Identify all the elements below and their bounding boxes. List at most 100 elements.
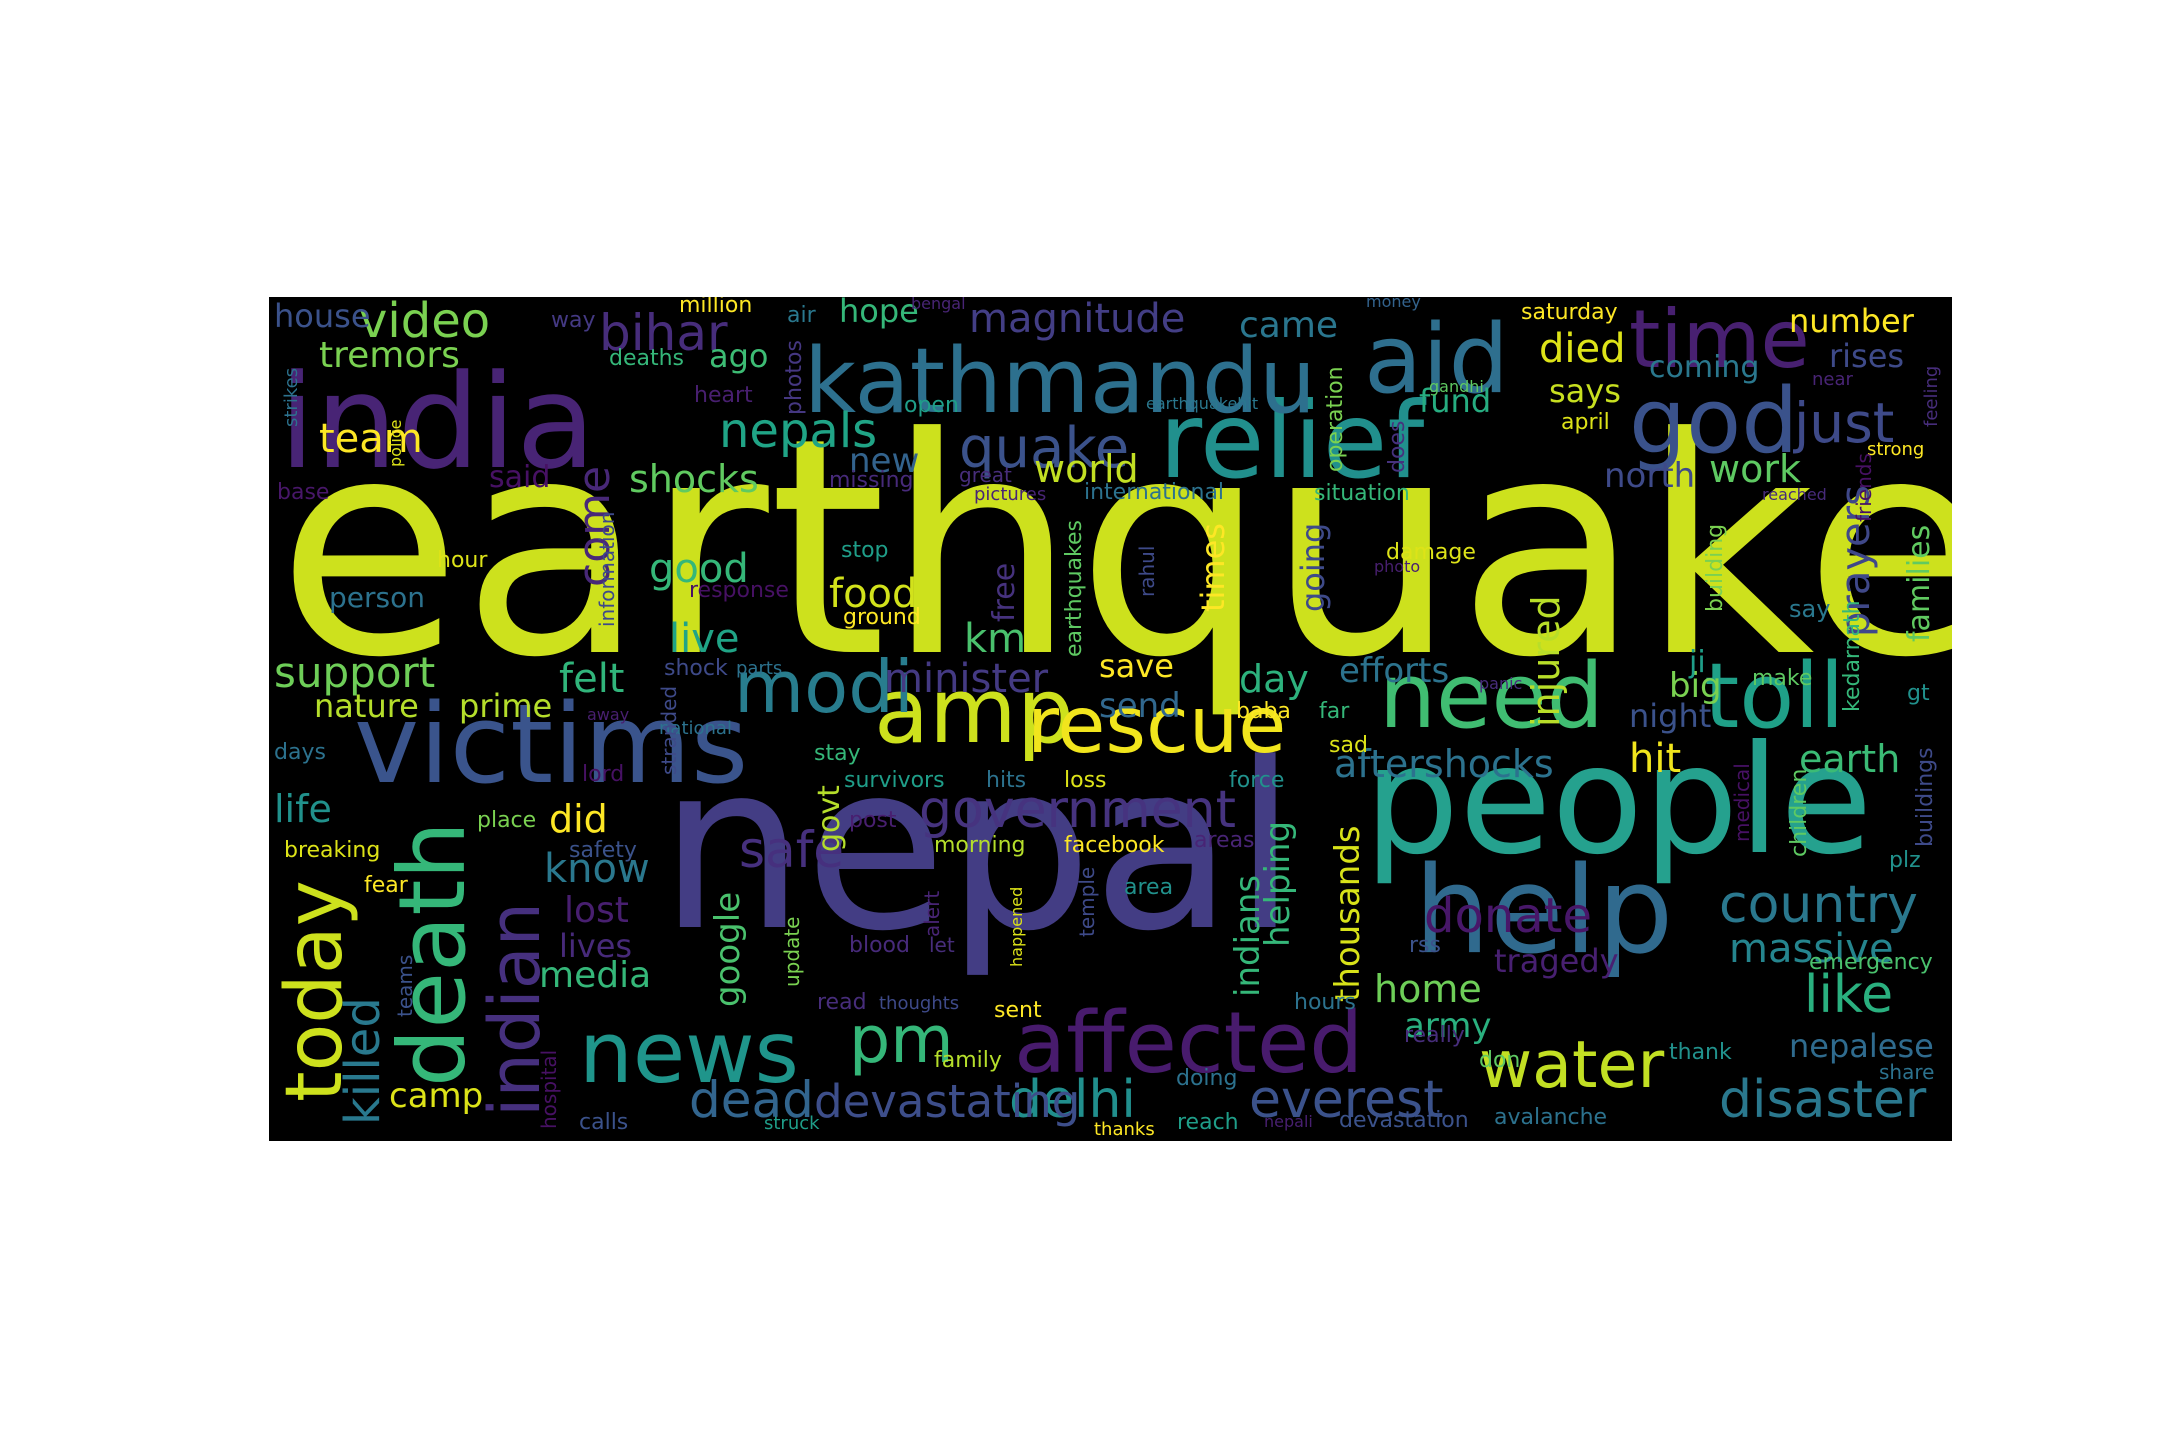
cloud-word: food — [829, 571, 917, 617]
cloud-word: injured — [1524, 595, 1568, 727]
cloud-word: bihar — [599, 304, 728, 362]
cloud-word: children — [1787, 769, 1812, 857]
cloud-word: news — [579, 1004, 799, 1103]
cloud-word: thanks — [1094, 1119, 1155, 1140]
cloud-word: aftershocks — [1334, 742, 1554, 786]
cloud-word: new — [849, 441, 919, 481]
cloud-word: affected — [1014, 994, 1363, 1093]
cloud-word: dead — [689, 1071, 814, 1129]
cloud-word: quake — [959, 416, 1129, 481]
cloud-word: good — [649, 546, 749, 592]
cloud-word: international — [1084, 480, 1224, 505]
cloud-word: ji — [1688, 645, 1706, 680]
cloud-word: today — [270, 880, 360, 1102]
cloud-word: facebook — [1064, 833, 1165, 858]
cloud-word: pictures — [974, 484, 1046, 505]
cloud-word: google — [708, 892, 748, 1007]
cloud-word: lord — [582, 762, 624, 787]
cloud-word: massive — [1729, 926, 1894, 972]
cloud-word: national — [659, 718, 732, 739]
cloud-word: damage — [1386, 540, 1476, 565]
cloud-word: aid — [1364, 305, 1509, 415]
cloud-word: rahul — [1135, 546, 1159, 597]
cloud-word: free — [987, 563, 1022, 622]
cloud-word: photo — [1374, 557, 1420, 576]
cloud-word: plz — [1889, 848, 1921, 873]
cloud-word: ground — [843, 605, 921, 630]
cloud-word: army — [1404, 1006, 1491, 1046]
cloud-word: base — [277, 480, 329, 505]
cloud-word: safety — [569, 838, 637, 863]
cloud-word: nepalese — [1789, 1027, 1934, 1065]
cloud-word: alert — [920, 891, 944, 937]
cloud-word: killed — [335, 997, 391, 1125]
cloud-word: like — [1804, 965, 1893, 1025]
cloud-word: hit — [1629, 736, 1681, 782]
cloud-word: km — [964, 616, 1026, 662]
cloud-word: stop — [841, 538, 889, 563]
cloud-word: baba — [1236, 699, 1291, 724]
cloud-word: gt — [1907, 681, 1930, 706]
cloud-word: april — [1561, 410, 1610, 435]
cloud-word: country — [1719, 875, 1918, 935]
cloud-word: hospital — [537, 1050, 561, 1129]
cloud-word: god — [1629, 369, 1798, 474]
cloud-word: pm — [849, 1003, 954, 1078]
cloud-word: friends — [1852, 453, 1876, 522]
cloud-word: read — [817, 990, 867, 1015]
cloud-word: strikes — [281, 368, 302, 427]
cloud-word: nepal — [659, 715, 1297, 982]
cloud-word: indians — [1228, 875, 1268, 997]
cloud-word: does — [1385, 421, 1410, 473]
cloud-word: amp — [874, 659, 1074, 764]
cloud-word: building — [1703, 524, 1728, 612]
cloud-word: buildings — [1913, 747, 1938, 847]
cloud-word: team — [319, 416, 423, 462]
cloud-word: kathmandu — [804, 329, 1316, 434]
cloud-word: calls — [579, 1110, 628, 1135]
cloud-word: sent — [994, 998, 1042, 1023]
cloud-word: near — [1812, 369, 1854, 390]
cloud-word: area — [1124, 875, 1173, 900]
cloud-word: india — [279, 346, 596, 498]
cloud-word: response — [689, 578, 789, 603]
cloud-word: far — [1319, 699, 1350, 724]
cloud-word: thousands — [1328, 825, 1368, 1002]
cloud-word: minister — [884, 656, 1049, 702]
cloud-word: help — [1414, 842, 1673, 981]
cloud-word: need — [1379, 644, 1604, 749]
cloud-word: operation — [1323, 366, 1348, 472]
cloud-word: disaster — [1719, 1070, 1927, 1130]
cloud-word: support — [274, 648, 435, 697]
cloud-word: said — [489, 460, 550, 495]
cloud-word: earth — [1799, 737, 1900, 781]
cloud-word: says — [1549, 372, 1621, 410]
cloud-word: fear — [364, 873, 409, 898]
cloud-word: shock — [664, 656, 728, 681]
cloud-word: temple — [1075, 867, 1099, 937]
cloud-word: reached — [1762, 485, 1827, 504]
cloud-word: gandhi — [1429, 377, 1484, 396]
cloud-word: stranded — [657, 686, 681, 775]
cloud-word: share — [1879, 1060, 1934, 1084]
cloud-word: lives — [559, 927, 632, 965]
cloud-word: open — [904, 393, 959, 418]
cloud-word: way — [551, 308, 596, 333]
cloud-word: families — [1902, 525, 1937, 642]
cloud-word: time — [1629, 297, 1810, 386]
cloud-word: just — [1793, 391, 1894, 455]
cloud-word: tragedy — [1494, 942, 1619, 980]
cloud-word: prayers — [1833, 485, 1879, 637]
cloud-word: shocks — [629, 457, 759, 501]
cloud-word: government — [919, 780, 1236, 840]
cloud-word: death — [379, 821, 486, 1087]
cloud-word: make — [1752, 666, 1812, 691]
cloud-word: delhi — [1009, 1070, 1136, 1130]
cloud-word: saturday — [1521, 300, 1618, 325]
cloud-word: thank — [1669, 1040, 1732, 1065]
cloud-word: came — [1239, 305, 1338, 346]
cloud-word: live — [669, 616, 740, 662]
cloud-word: people — [1364, 714, 1872, 888]
cloud-word: parts — [736, 658, 782, 679]
